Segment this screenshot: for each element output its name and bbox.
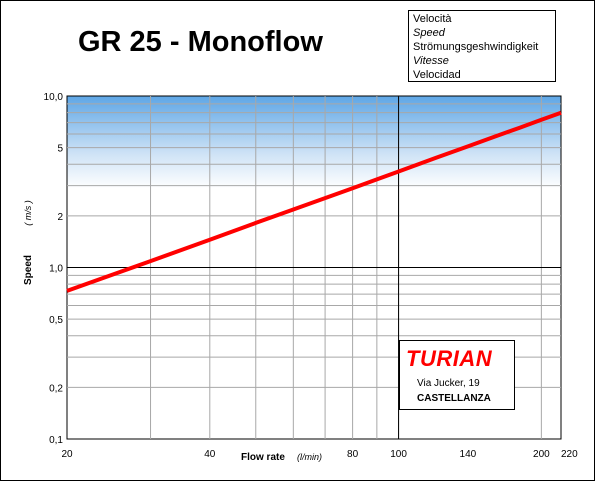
x-axis-unit: (l/min) — [297, 452, 322, 462]
chart-title: GR 25 - Monoflow — [78, 26, 323, 58]
brand-box: TURIAN Via Jucker, 19 CASTELLANZA — [399, 340, 515, 410]
y-tick-label: 10,0 — [44, 92, 64, 103]
x-tick-label: 80 — [347, 449, 359, 460]
speed-series-line — [66, 110, 562, 293]
translation-line: Strömungsgeshwindigkeit — [413, 41, 539, 53]
x-tick-label: 220 — [561, 449, 578, 460]
x-tick-label: 20 — [61, 449, 73, 460]
translation-line: Velocità — [413, 13, 452, 25]
y-tick-label: 0,5 — [49, 315, 63, 326]
brand-address: Via Jucker, 19 — [417, 378, 480, 389]
x-tick-label: 40 — [204, 449, 216, 460]
y-tick-label: 2 — [57, 212, 63, 223]
x-tick-label: 140 — [460, 449, 477, 460]
brand-city: CASTELLANZA — [417, 393, 491, 404]
translation-line: Speed — [413, 27, 445, 39]
y-axis-label: Speed — [23, 255, 34, 285]
translation-line: Velocidad — [413, 69, 461, 81]
x-tick-label: 200 — [533, 449, 550, 460]
y-axis-unit: ( m/s ) — [23, 200, 33, 226]
x-axis-label: Flow rate — [241, 452, 285, 463]
y-tick-label: 5 — [57, 144, 63, 155]
translation-line: Vitesse — [413, 55, 449, 67]
speed-translation-box: Velocità Speed Strömungsgeshwindigkeit Vite… — [408, 10, 556, 82]
y-tick-label: 0,1 — [49, 435, 63, 446]
y-tick-label: 0,2 — [49, 383, 63, 394]
y-tick-label: 1,0 — [49, 264, 63, 275]
x-tick-label: 100 — [390, 449, 407, 460]
brand-logo-text: TURIAN — [406, 346, 493, 371]
